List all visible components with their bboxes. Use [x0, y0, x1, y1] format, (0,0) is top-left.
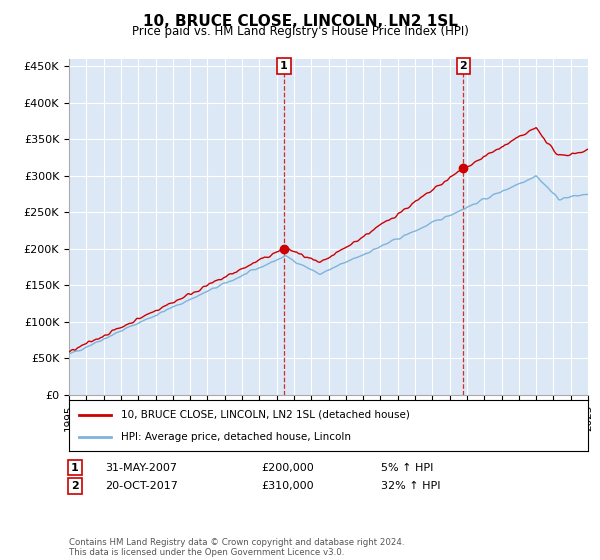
Text: Contains HM Land Registry data © Crown copyright and database right 2024.
This d: Contains HM Land Registry data © Crown c… [69, 538, 404, 557]
Text: £200,000: £200,000 [261, 463, 314, 473]
Text: HPI: Average price, detached house, Lincoln: HPI: Average price, detached house, Linc… [121, 432, 351, 442]
Text: 32% ↑ HPI: 32% ↑ HPI [381, 481, 440, 491]
Text: 5% ↑ HPI: 5% ↑ HPI [381, 463, 433, 473]
Text: 2: 2 [71, 481, 79, 491]
Text: 1: 1 [280, 61, 288, 71]
Text: Price paid vs. HM Land Registry's House Price Index (HPI): Price paid vs. HM Land Registry's House … [131, 25, 469, 38]
Text: 31-MAY-2007: 31-MAY-2007 [105, 463, 177, 473]
Text: 1: 1 [71, 463, 79, 473]
Text: 10, BRUCE CLOSE, LINCOLN, LN2 1SL (detached house): 10, BRUCE CLOSE, LINCOLN, LN2 1SL (detac… [121, 409, 410, 419]
Text: 2: 2 [460, 61, 467, 71]
Text: 10, BRUCE CLOSE, LINCOLN, LN2 1SL: 10, BRUCE CLOSE, LINCOLN, LN2 1SL [143, 14, 457, 29]
Text: £310,000: £310,000 [261, 481, 314, 491]
Text: 20-OCT-2017: 20-OCT-2017 [105, 481, 178, 491]
